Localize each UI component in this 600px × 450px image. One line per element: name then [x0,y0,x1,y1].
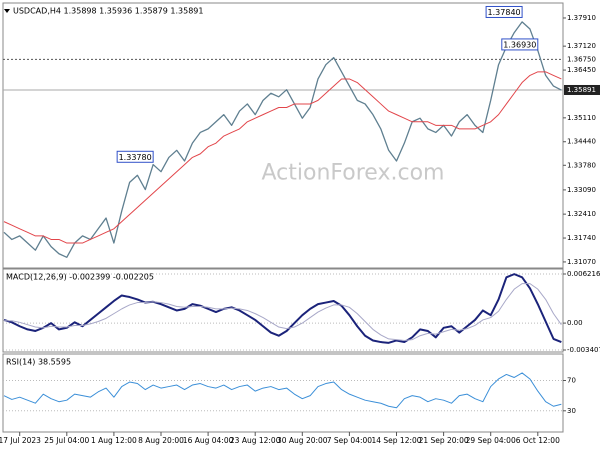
y-tick-label: -0.003407 [567,346,600,354]
x-tick-label: 21 Sep 20:00 [419,436,469,445]
y-tick-label: 1.32410 [567,210,596,218]
level-label-box [564,54,600,65]
x-tick-label: 30 Aug 20:00 [277,436,328,445]
x-tick-label: 1 Aug 12:00 [91,436,137,445]
x-tick-label: 6 Oct 12:00 [516,436,560,445]
symbol-marker [4,9,10,13]
panel-title: MACD(12,26,9) -0.002399 -0.002205 [6,273,154,282]
annotation-box [501,38,539,51]
y-tick-label: 1.35110 [567,114,596,122]
y-tick-label: 1.31740 [567,234,596,242]
y-tick-label: 1.33780 [567,161,596,169]
y-tick-label: 70 [567,377,576,385]
panel-border [2,2,564,269]
annotation-label: 1.36930 [503,40,536,49]
y-tick-label: 1.37120 [567,42,596,50]
x-tick-label: 14 Sep 12:00 [371,436,421,445]
panel-border [2,268,564,353]
y-tick-label: 1.34440 [567,138,596,146]
y-tick-label: 1.33090 [567,186,596,194]
y-tick-label: 1.31070 [567,258,596,266]
series-line [3,372,562,409]
x-tick-label: 25 Jul 04:00 [44,436,89,445]
x-tick-label: 8 Aug 20:00 [138,436,184,445]
y-tick-label: 1.36450 [567,66,596,74]
x-tick-label: 17 Jul 2023 [0,436,41,445]
series-line [3,273,562,344]
y-tick-label: 0.00 [567,319,583,327]
y-tick-label: 30 [567,407,576,415]
annotation-box [485,5,523,18]
x-tick-label: 16 Aug 04:00 [183,436,234,445]
panel-title: RSI(14) 38.5595 [6,358,71,367]
panel-title: USDCAD,H4 1.35898 1.35936 1.35879 1.3589… [13,7,203,16]
series-line [4,283,562,341]
level-label-box [564,84,600,95]
x-tick-label: 29 Sep 04:00 [466,436,516,445]
watermark: ActionForex.com [262,161,445,186]
annotation-box [116,150,154,163]
panel-border [2,353,564,433]
level-label: 1.36750 [567,55,596,63]
y-tick-label: 0.006216 [567,270,600,278]
series-line [3,71,562,244]
level-label: 1.35891 [567,86,596,94]
x-tick-label: 23 Aug 12:00 [230,436,281,445]
series-line [3,21,562,258]
x-tick-label: 7 Sep 04:00 [327,436,373,445]
y-tick-label: 1.37910 [567,14,596,22]
annotation-label: 1.33780 [119,153,152,162]
annotation-label: 1.37840 [488,8,521,17]
